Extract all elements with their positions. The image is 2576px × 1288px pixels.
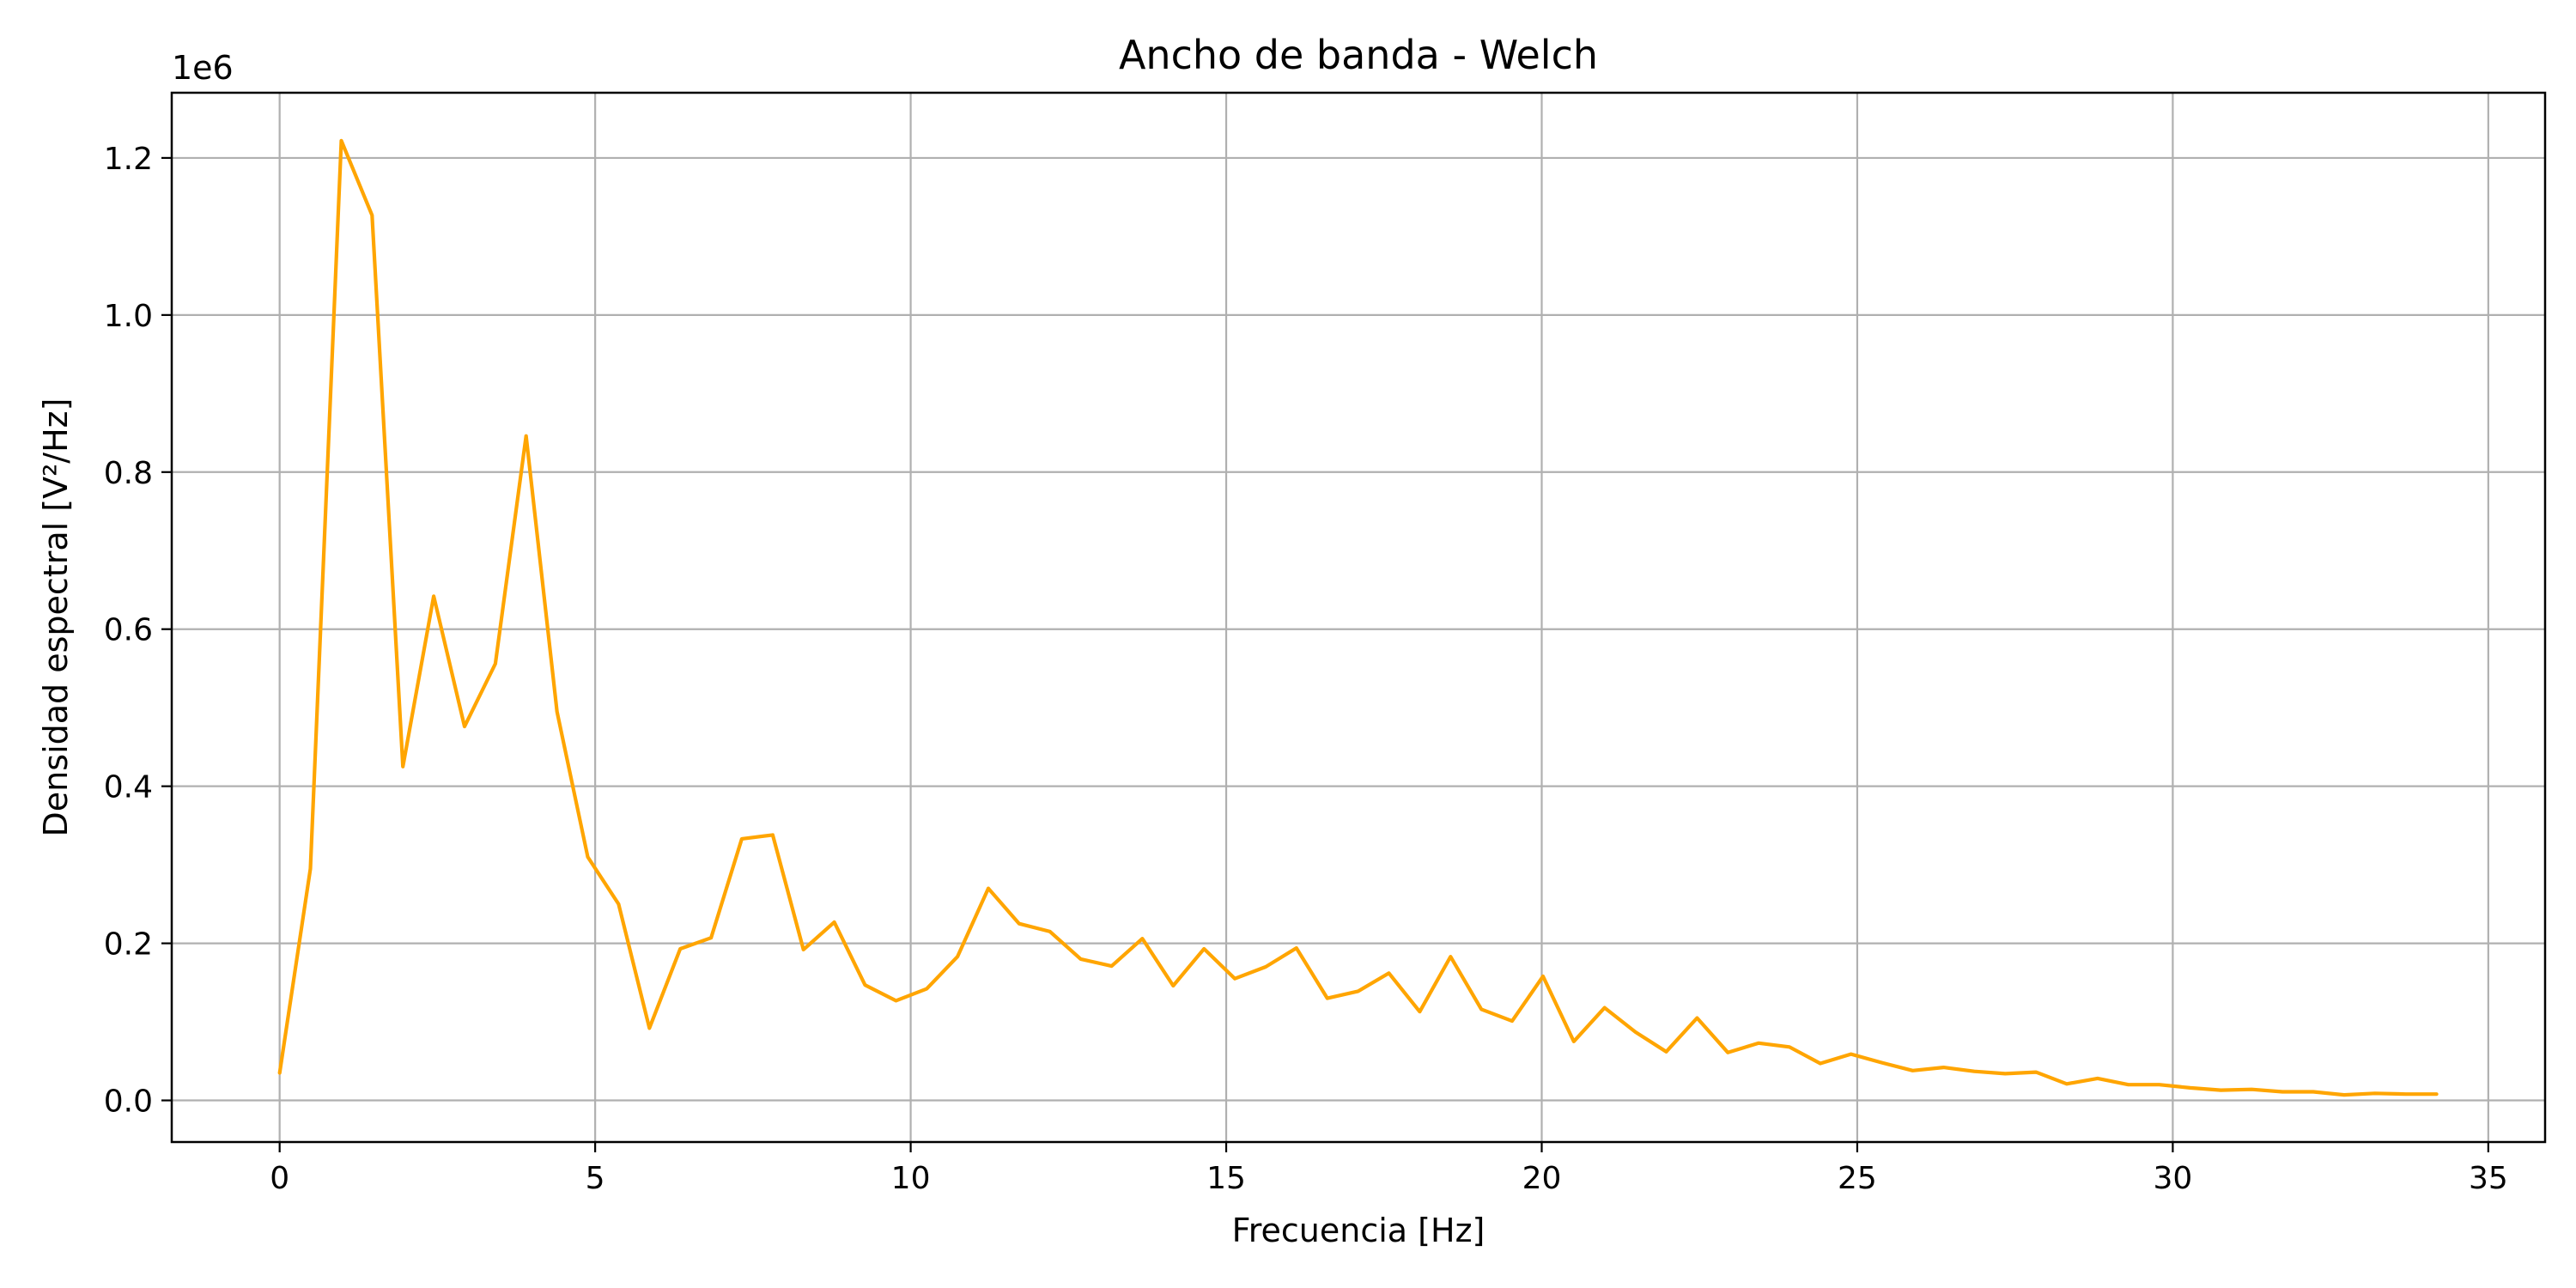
series-layer bbox=[277, 138, 2439, 1097]
axes-frame bbox=[170, 91, 2547, 1144]
y-tick-label: 1.2 bbox=[104, 142, 153, 177]
chart-title: Ancho de banda - Welch bbox=[1119, 32, 1598, 78]
x-tick-label: 30 bbox=[2153, 1161, 2192, 1196]
x-tick-label: 0 bbox=[270, 1161, 289, 1196]
y-tick-label: 0.8 bbox=[104, 456, 153, 491]
x-tick-label: 5 bbox=[586, 1161, 605, 1196]
tick-labels: 0 5 10 15 20 25 30 35 0.0 0.2 0.4 0.6 0.8 1.0 1.2 bbox=[104, 142, 2508, 1196]
y-axis-offset-text: 1e6 bbox=[172, 49, 234, 87]
x-tick-label: 15 bbox=[1206, 1161, 1246, 1196]
x-axis-label: Frecuencia [Hz] bbox=[1232, 1212, 1485, 1249]
y-tick-label: 0.4 bbox=[104, 770, 153, 805]
x-tick-label: 35 bbox=[2469, 1161, 2508, 1196]
y-tick-label: 1.0 bbox=[104, 299, 153, 334]
tick-marks bbox=[161, 156, 2489, 1152]
grid-lines bbox=[172, 93, 2545, 1142]
x-tick-label: 20 bbox=[1522, 1161, 1562, 1196]
y-tick-label: 0.0 bbox=[104, 1084, 153, 1120]
x-tick-label: 25 bbox=[1838, 1161, 1877, 1196]
psd-series-line bbox=[277, 138, 2439, 1097]
y-axis-label: Densidad espectral [V²/Hz] bbox=[37, 398, 75, 837]
x-tick-label: 10 bbox=[891, 1161, 931, 1196]
y-tick-label: 0.2 bbox=[104, 927, 153, 963]
y-tick-label: 0.6 bbox=[104, 613, 153, 648]
